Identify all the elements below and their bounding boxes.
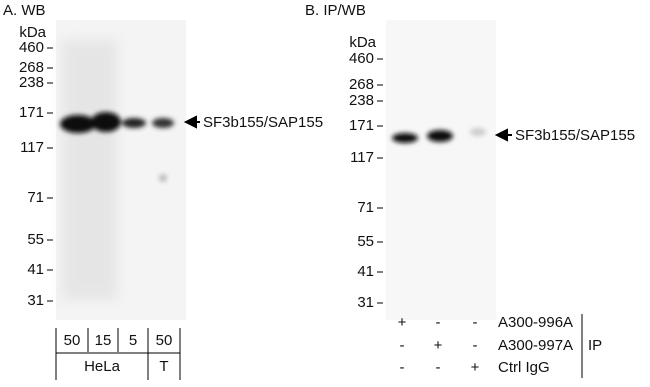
lane-label: 50	[156, 332, 173, 349]
marker-label: 55	[357, 233, 374, 250]
blot	[386, 20, 496, 320]
marker-label: 117	[350, 149, 374, 166]
bands	[392, 128, 486, 143]
marker-label: 55	[27, 231, 44, 248]
sign: -	[400, 337, 405, 354]
smear	[62, 40, 117, 300]
sign: -	[473, 337, 478, 354]
group-label: T	[159, 358, 168, 375]
marker-label: 71	[357, 199, 374, 216]
sign: -	[400, 359, 405, 376]
row-label: Ctrl IgG	[498, 359, 550, 376]
sign: -	[473, 314, 478, 331]
sign: +	[471, 359, 480, 376]
panel-label: B. IP/WB	[305, 2, 366, 19]
bands	[60, 112, 174, 182]
marker-label: 238	[19, 74, 44, 91]
marker-label: 268	[349, 76, 374, 93]
marker-label: 460	[19, 39, 44, 56]
band-label: SF3b155/SAP155	[203, 114, 323, 131]
marker-label: 41	[27, 261, 44, 278]
panel-label: A. WB	[3, 2, 46, 19]
marker-label: 268	[19, 59, 44, 76]
band-label: SF3b155/SAP155	[515, 127, 635, 144]
row-label: A300-997A	[498, 337, 573, 354]
marker-label: 41	[357, 263, 374, 280]
sign: +	[434, 337, 443, 354]
sign: +	[398, 314, 407, 331]
sign: -	[436, 314, 441, 331]
marker-unit: kDa	[19, 24, 46, 41]
marker-label: 31	[27, 292, 44, 309]
marker-unit: kDa	[349, 34, 376, 51]
row-label: A300-996A	[498, 314, 573, 331]
lane-table	[55, 328, 181, 380]
marker-label: 171	[349, 117, 374, 134]
marker-label: 117	[20, 139, 44, 156]
lane-label: 50	[64, 332, 81, 349]
ip-label: IP	[588, 337, 602, 354]
sign: -	[436, 359, 441, 376]
marker-label: 31	[357, 294, 374, 311]
marker-label: 171	[19, 104, 44, 121]
marker-label: 238	[349, 92, 374, 109]
lane-label: 5	[129, 332, 137, 349]
lane-label: 15	[95, 332, 112, 349]
marker-label: 71	[27, 189, 44, 206]
marker-label: 460	[349, 50, 374, 67]
group-label: HeLa	[84, 358, 121, 375]
